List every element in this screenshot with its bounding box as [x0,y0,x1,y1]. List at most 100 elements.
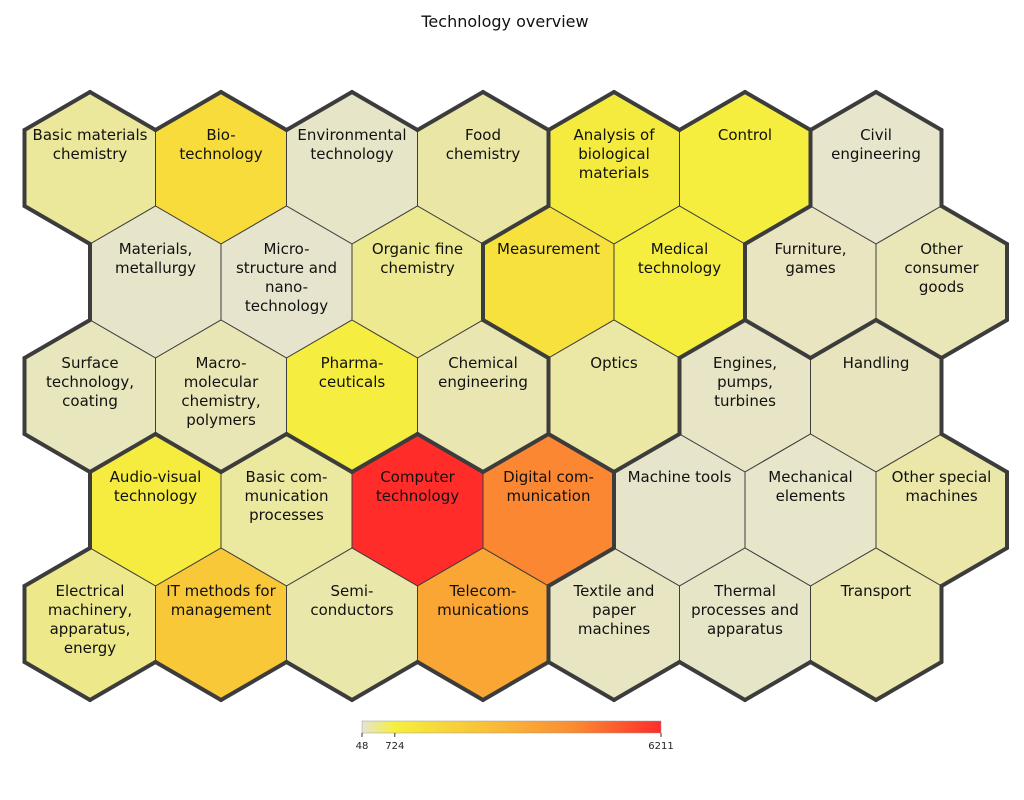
group-border-57 [219,660,289,702]
hex-label-line: Transport [840,582,912,600]
hex-label-11: Medical technology [638,240,721,277]
hex-label-9: Organic fine chemistry [372,240,463,277]
hex-label-line: pumps, [717,373,773,391]
hex-label-line: Civil [860,126,892,144]
group-border-7 [284,90,354,132]
colorbar-tick-label-1: 724 [385,741,404,752]
hex-label-line: Basic materials [33,126,148,144]
hex-label-30: Semi-conductors [310,582,393,619]
hex-label-13: Other consumer goods [904,240,979,296]
group-border-25 [677,318,747,360]
hex-label-line: Control [718,126,772,144]
hex-label-line: Organic fine [372,240,463,258]
hex-label-27: Other special machines [892,468,992,505]
hex-label-line: coating [62,392,118,410]
hex-label-line: Audio-visual [110,468,202,486]
group-border-23 [481,318,551,360]
group-border-8 [481,90,551,132]
hex-label-16: Pharma-ceuticals [319,354,386,391]
colorbar: 48 724 6211 [356,720,674,752]
hex-label-line: materials [579,164,650,182]
hex-label-line: processes and [691,601,799,619]
hex-label-line: technology [114,487,197,505]
group-border-69 [874,660,944,702]
hex-label-line: elements [776,487,846,505]
hex-label-29: IT methods for management [166,582,276,619]
hex-label-line: management [171,601,272,619]
hex-label-line: chemistry [53,145,128,163]
hex-label-line: Computer [380,468,455,486]
hex-label-19: Engines, pumps, turbines [713,354,777,410]
hex-label-line: Furniture, [774,240,846,258]
colorbar-gradient [361,720,662,734]
hex-label-line: machines [905,487,977,505]
hex-label-line: metallurgy [115,259,196,277]
hex-label-34: Transport [840,582,912,600]
hex-label-15: Macro-molecular chemistry, polymers [181,354,260,429]
hex-label-line: Handling [843,354,910,372]
hex-cells [24,91,1008,701]
colorbar-tick-label-0: 48 [356,741,369,752]
group-border-28 [939,204,1009,246]
group-border-17 [677,90,747,132]
group-border-6 [350,90,420,132]
group-border-62 [481,660,551,702]
hex-label-26: Mechanical elements [768,468,852,505]
group-border-42 [415,432,485,474]
hex-label-line: chemistry, [181,392,260,410]
hex-label-line: machines [578,620,650,638]
hex-label-23: Computer technology [376,468,459,505]
hex-label-line: technology [376,487,459,505]
group-border-45 [546,432,616,474]
hex-label-line: biological [578,145,650,163]
group-border-11 [415,90,485,132]
hex-label-line: Mechanical [768,468,852,486]
hex-label-line: Measurement [497,240,600,258]
hex-label-line: technology [179,145,262,163]
group-border-30 [939,318,1009,360]
hex-label-line: Bio- [206,126,235,144]
group-border-20 [808,90,878,132]
group-border-53 [88,660,158,702]
hex-label-24: Digital com-munication [503,468,594,505]
group-border-5 [153,90,223,132]
hex-label-line: chemistry [446,145,521,163]
hex-label-line: technology, [46,373,134,391]
group-border-49 [546,546,616,588]
hex-label-line: chemistry [380,259,455,277]
group-border-70 [808,660,878,702]
group-border-36 [219,432,289,474]
hex-label-line: paper [592,601,636,619]
hex-label-line: energy [64,639,116,657]
hex-label-line: Basic com- [246,468,328,486]
hex-label-line: Materials, [119,240,193,258]
hex-label-line: Digital com- [503,468,594,486]
group-border-1 [22,204,92,246]
group-border-56 [22,546,92,588]
hex-label-12: Furniture, games [774,240,846,277]
hex-label-line: Electrical [56,582,125,600]
hex-label-line: munications [437,601,529,619]
hex-label-line: molecular [184,373,259,391]
group-border-59 [350,660,420,702]
hex-label-line: machinery, [48,601,132,619]
hex-label-line: apparatus, [50,620,131,638]
hex-labels: Basic materials chemistryBio-technologyEn… [33,126,992,657]
hex-label-line: Chemical [448,354,518,372]
group-border-0 [88,90,158,132]
hex-label-line: Thermal [713,582,776,600]
group-border-39 [284,432,354,474]
hex-label-line: Machine tools [628,468,732,486]
group-border-41 [481,432,551,474]
hex-label-line: turbines [714,392,776,410]
hex-label-21: Audio-visual technology [110,468,202,505]
chart-title: Technology overview [421,12,589,31]
group-border-64 [612,660,682,702]
hex-label-line: Environmental [297,126,406,144]
hex-label-0: Basic materials chemistry [33,126,148,163]
hex-label-line: munication [507,487,591,505]
hex-label-4: Analysis of biological materials [573,126,655,182]
hex-label-line: structure and [236,259,337,277]
group-border-14 [743,90,813,132]
hex-label-line: processes [249,506,324,524]
